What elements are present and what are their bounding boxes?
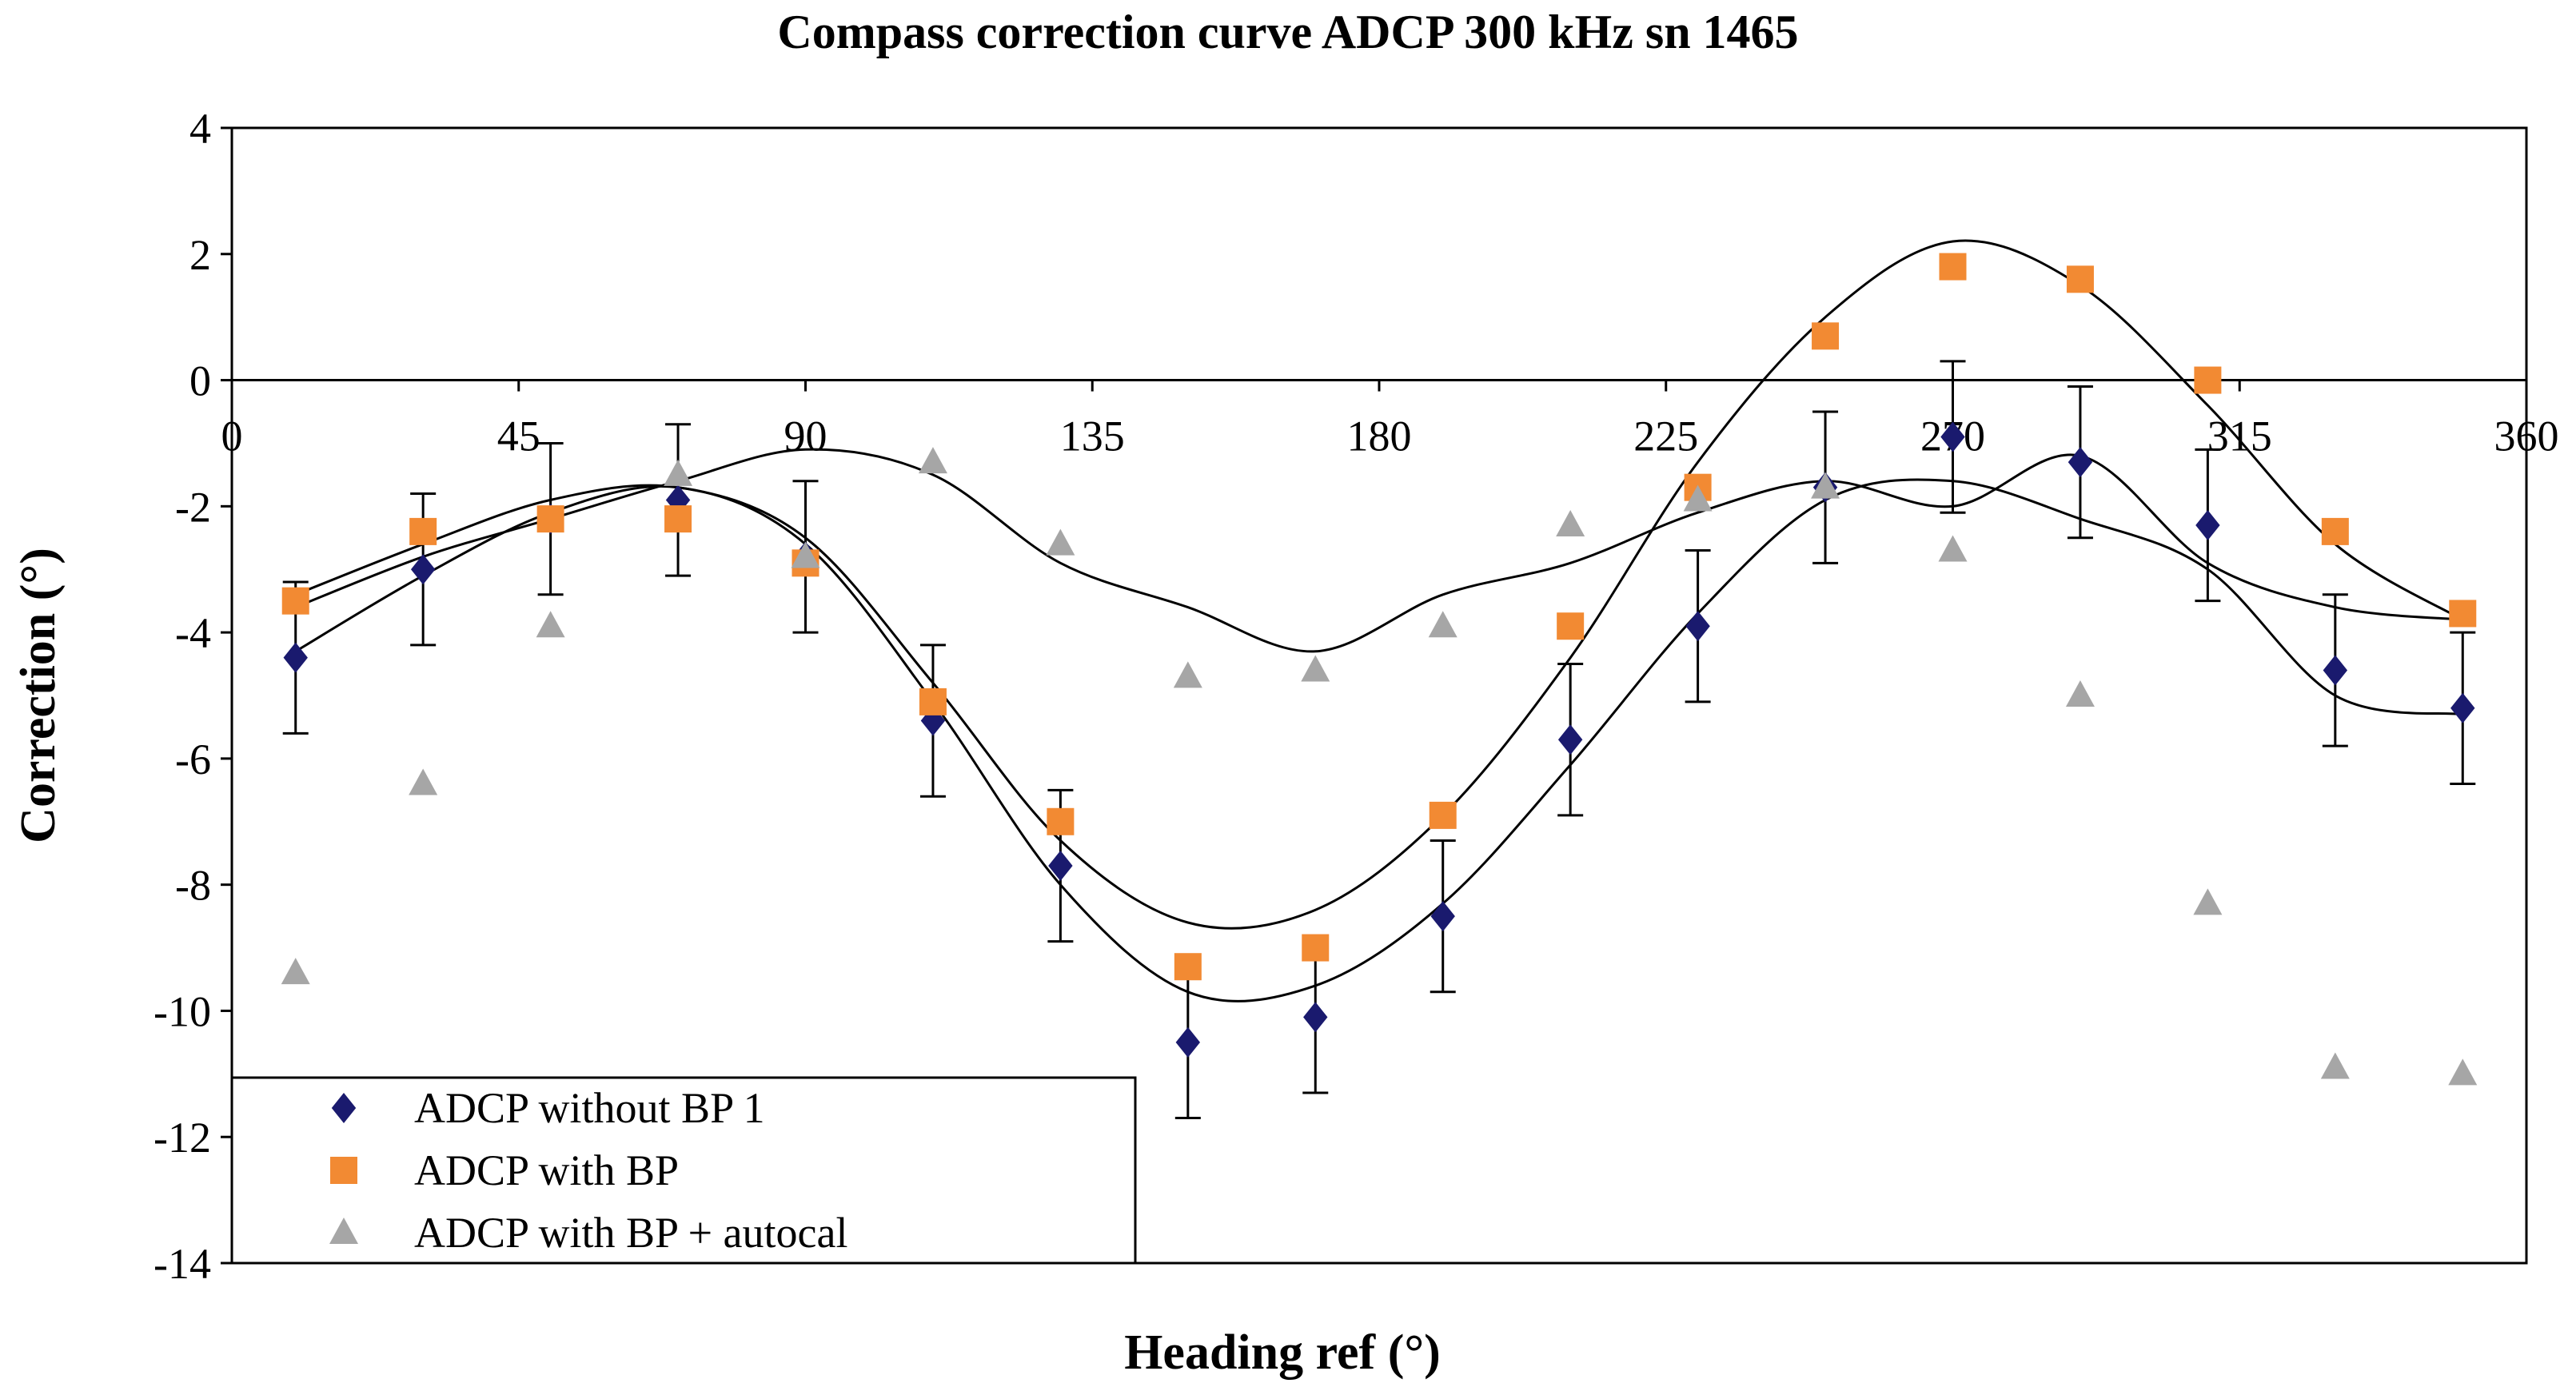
data-point-series-2 xyxy=(1812,322,1840,350)
x-axis-label: Heading ref (°) xyxy=(1124,1325,1441,1380)
data-point-series-2 xyxy=(1557,612,1585,640)
data-point-series-1 xyxy=(1557,724,1583,755)
x-tick-label: 360 xyxy=(2494,413,2559,460)
data-point-series-2 xyxy=(1047,807,1075,835)
data-point-series-2 xyxy=(1939,253,1967,281)
data-point-series-2 xyxy=(919,688,947,715)
data-point-series-3 xyxy=(2193,888,2223,915)
data-point-series-1 xyxy=(1940,421,1965,452)
data-point-series-3 xyxy=(1046,528,1075,556)
data-point-series-1 xyxy=(1430,901,1455,932)
y-tick-label: -2 xyxy=(175,483,211,531)
data-point-series-2 xyxy=(2449,600,2477,628)
data-point-series-3 xyxy=(918,447,947,474)
legend-label: ADCP without BP 1 xyxy=(414,1084,765,1132)
y-tick-label: -12 xyxy=(154,1114,211,1162)
data-point-series-2 xyxy=(2321,517,2349,545)
y-tick-label: 4 xyxy=(189,105,211,153)
x-tick-label: 180 xyxy=(1347,413,1412,460)
data-point-series-2 xyxy=(2066,265,2094,293)
data-point-series-1 xyxy=(1303,1002,1328,1033)
data-point-series-1 xyxy=(2195,510,2220,540)
legend-label: ADCP with BP xyxy=(414,1146,679,1194)
data-point-series-3 xyxy=(409,768,438,795)
y-tick-label: 0 xyxy=(189,357,211,405)
data-point-series-3 xyxy=(281,958,310,985)
legend-marker xyxy=(330,1157,357,1184)
y-tick-label: 2 xyxy=(189,231,211,279)
data-point-series-3 xyxy=(791,541,820,568)
data-point-series-2 xyxy=(536,505,564,533)
data-point-series-3 xyxy=(2448,1058,2478,1086)
x-tick-label: 45 xyxy=(497,413,540,460)
plot-frame xyxy=(230,126,2528,1265)
data-point-series-3 xyxy=(1938,535,1968,562)
data-point-series-1 xyxy=(1175,1026,1201,1058)
data-point-series-1 xyxy=(283,642,308,673)
fit-curve-3 xyxy=(295,448,2463,653)
x-tick-label: 315 xyxy=(2207,413,2272,460)
y-axis-label: Correction (°) xyxy=(11,548,66,843)
y-tick-label: -4 xyxy=(175,609,211,657)
fit-curve-2 xyxy=(295,239,2464,930)
x-tick-label: 135 xyxy=(1060,413,1125,460)
data-point-series-1 xyxy=(410,554,436,585)
data-point-series-2 xyxy=(1174,953,1202,981)
data-point-series-3 xyxy=(1173,661,1202,688)
data-point-series-1 xyxy=(2323,655,2348,686)
data-point-series-2 xyxy=(281,587,309,615)
legend-label: ADCP with BP + autocal xyxy=(414,1209,847,1257)
data-point-series-2 xyxy=(1429,801,1457,829)
y-tick-label: -8 xyxy=(175,862,211,910)
x-tick-label: 90 xyxy=(784,413,827,460)
x-tick-label: 0 xyxy=(221,413,243,460)
data-point-series-1 xyxy=(2068,447,2093,478)
data-point-series-3 xyxy=(1428,611,1457,638)
data-point-series-2 xyxy=(664,505,692,533)
data-point-series-3 xyxy=(1301,655,1330,682)
data-point-series-2 xyxy=(409,517,437,545)
y-tick-label: -14 xyxy=(154,1240,211,1288)
y-tick-label: -6 xyxy=(175,735,211,783)
data-point-series-3 xyxy=(1683,484,1713,512)
chart-title: Compass correction curve ADCP 300 kHz sn… xyxy=(777,6,1798,58)
plot-area: 420-2-4-6-8-10-12-1404590135180225270315… xyxy=(154,105,2558,1288)
data-point-series-1 xyxy=(2450,692,2475,723)
fit-curve-1 xyxy=(294,478,2463,1002)
data-point-series-2 xyxy=(2194,366,2222,394)
x-tick-label: 225 xyxy=(1633,413,1698,460)
data-point-series-3 xyxy=(1811,472,1840,499)
data-point-series-3 xyxy=(2065,680,2095,707)
data-point-series-3 xyxy=(2320,1052,2350,1079)
data-point-series-1 xyxy=(1048,851,1073,881)
data-point-series-2 xyxy=(1302,934,1330,962)
data-point-series-1 xyxy=(1685,611,1710,642)
data-point-series-3 xyxy=(1556,510,1585,536)
data-point-series-3 xyxy=(536,611,565,638)
legend-box xyxy=(230,1076,1137,1265)
data-point-series-3 xyxy=(664,459,693,486)
y-tick-label: -10 xyxy=(154,987,211,1035)
legend-marker xyxy=(331,1093,357,1123)
legend-marker xyxy=(329,1218,358,1244)
legend: ADCP without BP 1 ADCP with BP ADCP with B… xyxy=(230,1076,1137,1265)
